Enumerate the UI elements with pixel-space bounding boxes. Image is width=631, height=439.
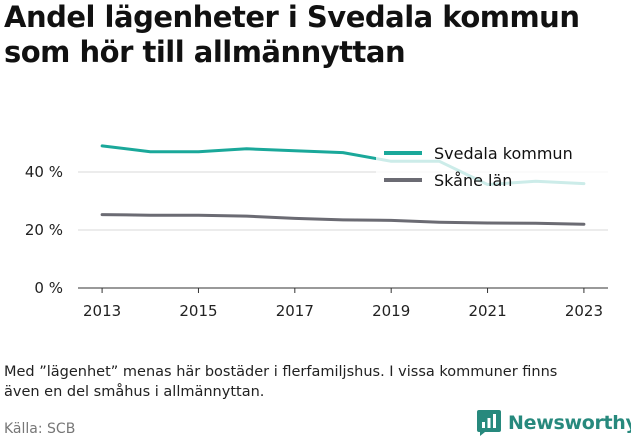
newsworthy-logo[interactable]: Newsworthy: [476, 409, 631, 437]
x-tick-label-2021: 2021: [468, 302, 506, 320]
chart-title: Andel lägenheter i Svedala kommun som hö…: [4, 0, 629, 70]
x-tick-label-2015: 2015: [179, 302, 217, 320]
bar-chart-logo-icon: [477, 410, 501, 436]
source-label: Källa: SCB: [4, 421, 76, 437]
legend: Svedala kommun Skåne län: [376, 138, 608, 196]
legend-label-svedala: Svedala kommun: [434, 144, 573, 163]
footnote-line-2: även en del småhus i allmännyttan.: [4, 384, 265, 400]
legend-label-skane: Skåne län: [434, 171, 512, 190]
x-tick-label-2019: 2019: [372, 302, 410, 320]
footnote-line-1: Med ”lägenhet” menas här bostäder i fler…: [4, 364, 558, 380]
title-line-1: Andel lägenheter i Svedala kommun: [4, 0, 580, 34]
x-tick-label-2023: 2023: [565, 302, 603, 320]
legend-background: [376, 138, 608, 196]
series-line-skane: [100, 213, 586, 226]
footnote: Med ”lägenhet” menas här bostäder i fler…: [4, 362, 614, 402]
x-tick-label-2013: 2013: [83, 302, 121, 320]
logo-text: Newsworthy: [508, 412, 631, 434]
title-line-2: som hör till allmännyttan: [4, 35, 406, 69]
y-tick-label-20: 20 %: [25, 221, 63, 239]
y-tick-label-40: 40 %: [25, 163, 63, 181]
y-tick-label-0: 0 %: [34, 279, 63, 297]
x-tick-label-2017: 2017: [276, 302, 314, 320]
